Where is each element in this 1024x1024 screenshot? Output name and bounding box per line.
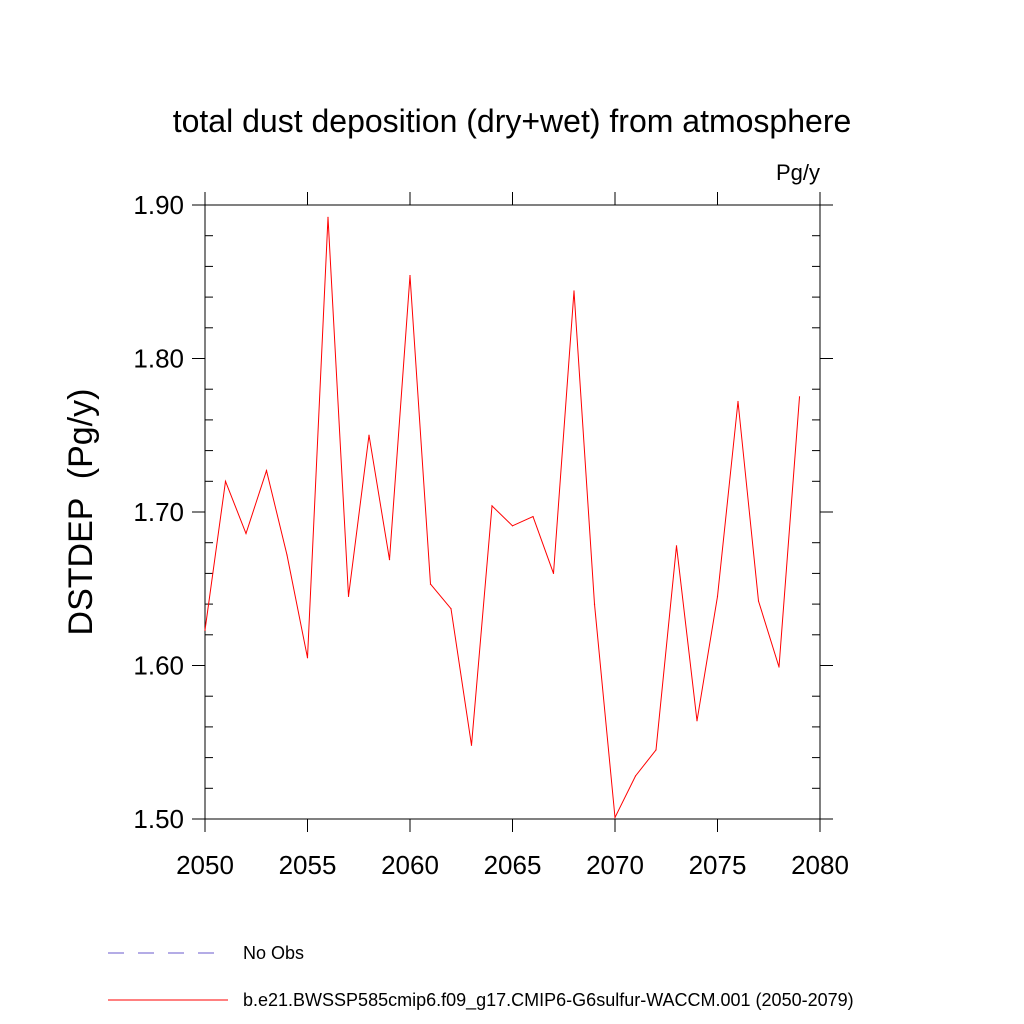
x-tick-label: 2075 — [689, 850, 747, 880]
data-point — [388, 559, 391, 561]
data-point — [470, 744, 473, 746]
y-tick-label: 1.90 — [133, 190, 184, 220]
data-point — [737, 400, 739, 403]
legend-label-model: b.e21.BWSSP585cmip6.f09_g17.CMIP6-G6sulf… — [243, 990, 854, 1011]
data-point — [532, 516, 534, 518]
x-tick-label: 2055 — [279, 850, 337, 880]
x-tick-label: 2065 — [484, 850, 542, 880]
data-point — [593, 603, 596, 605]
data-point — [696, 720, 698, 722]
chart-title: total dust deposition (dry+wet) from atm… — [173, 103, 852, 139]
legend: No Obs b.e21.BWSSP585cmip6.f09_g17.CMIP6… — [108, 943, 854, 1011]
series-layer — [204, 216, 801, 820]
data-point — [573, 290, 575, 292]
data-point — [491, 505, 493, 507]
legend-label-no-obs: No Obs — [243, 943, 304, 963]
data-point — [614, 816, 616, 819]
data-point — [306, 657, 309, 659]
y-tick-label: 1.50 — [133, 804, 184, 834]
y-axis-label: DSTDEP (Pg/y) — [62, 389, 100, 636]
data-point — [286, 554, 288, 556]
data-point — [368, 434, 370, 436]
data-point — [224, 480, 227, 482]
y-tick-label: 1.80 — [133, 344, 184, 374]
data-point — [798, 396, 801, 398]
data-point — [675, 545, 678, 547]
y-tick-label: 1.70 — [133, 497, 184, 527]
x-tick-label: 2050 — [176, 850, 234, 880]
x-tick-label: 2060 — [381, 850, 439, 880]
data-point — [716, 595, 719, 598]
units-label: Pg/y — [776, 160, 820, 185]
data-point — [327, 216, 329, 218]
data-point — [450, 608, 452, 610]
data-point — [778, 666, 780, 668]
data-point — [429, 583, 432, 585]
data-point — [655, 749, 657, 751]
data-point — [245, 532, 247, 535]
data-point — [265, 470, 268, 472]
data-point — [634, 775, 637, 777]
series-line — [204, 217, 800, 820]
plot-frame — [204, 204, 821, 820]
data-point — [511, 525, 514, 527]
data-point — [204, 629, 206, 631]
ticks-layer: 2050 2055 2060 2065 2070 2075 2080 1.50 1.60 1.70… — [133, 190, 849, 880]
data-point — [347, 595, 350, 598]
x-tick-label: 2070 — [586, 850, 644, 880]
y-tick-label: 1.60 — [133, 651, 184, 681]
data-point — [552, 572, 555, 575]
data-point — [409, 275, 411, 277]
data-point — [757, 600, 760, 602]
x-tick-label: 2080 — [791, 850, 849, 880]
